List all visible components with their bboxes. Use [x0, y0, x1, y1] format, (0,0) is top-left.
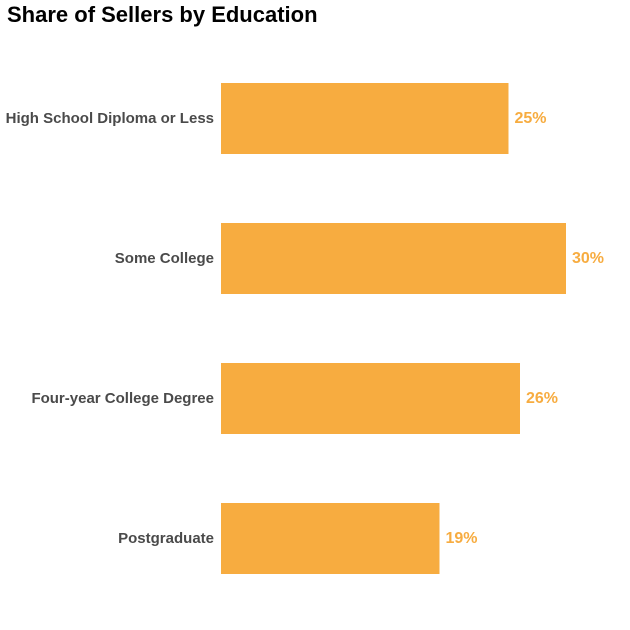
category-label-2: Some College — [115, 250, 214, 267]
bar-1 — [221, 83, 509, 154]
bar-3 — [221, 363, 520, 434]
bar-4 — [221, 503, 440, 574]
bar-2 — [221, 223, 566, 294]
category-label-1: High School Diploma or Less — [6, 110, 214, 127]
value-label-4: 19% — [446, 530, 478, 547]
value-label-1: 25% — [515, 110, 547, 127]
chart-title: Share of Sellers by Education — [7, 2, 318, 27]
value-label-3: 26% — [526, 390, 558, 407]
value-label-2: 30% — [572, 250, 604, 267]
category-label-3: Four-year College Degree — [31, 390, 214, 407]
category-label-4: Postgraduate — [118, 530, 214, 547]
